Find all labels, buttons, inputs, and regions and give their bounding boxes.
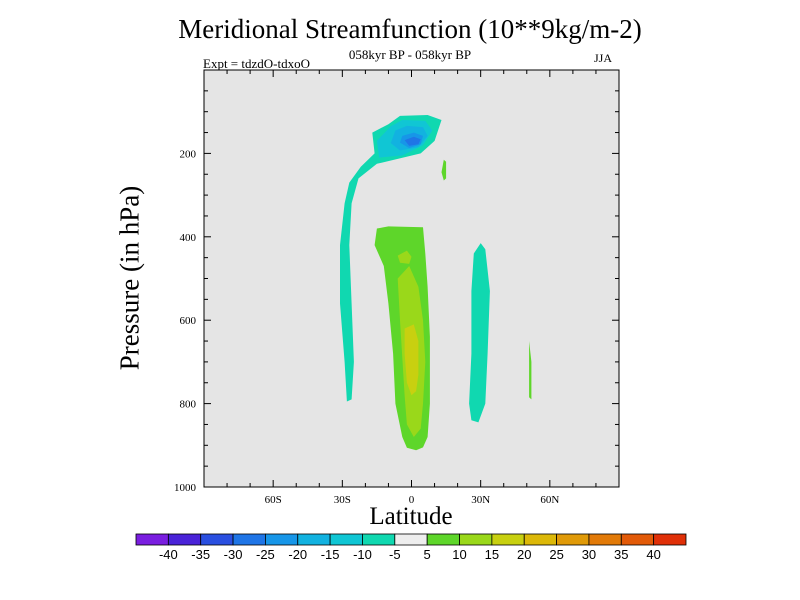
colorbar-label: -15 bbox=[321, 547, 340, 562]
colorbar-box bbox=[491, 533, 525, 546]
contour-region-9 bbox=[469, 243, 490, 423]
contour-region-4 bbox=[404, 136, 421, 146]
colorbar-label: 5 bbox=[424, 547, 431, 562]
y-tick-label: 800 bbox=[180, 399, 197, 411]
colorbar-label: -10 bbox=[353, 547, 372, 562]
colorbar-box bbox=[459, 533, 493, 546]
colorbar-label: 10 bbox=[452, 547, 466, 562]
colorbar-box bbox=[232, 533, 266, 546]
colorbar-label: -5 bbox=[389, 547, 401, 562]
colorbar-box bbox=[329, 533, 363, 546]
contour-region-8 bbox=[404, 324, 419, 396]
colorbar-label: -40 bbox=[159, 547, 178, 562]
y-tick-label: 400 bbox=[180, 232, 197, 244]
colorbar-box bbox=[265, 533, 299, 546]
x-tick-label: 0 bbox=[409, 494, 415, 506]
x-tick-label: 30N bbox=[471, 494, 490, 506]
colorbar-label: 15 bbox=[485, 547, 499, 562]
colorbar-label: 20 bbox=[517, 547, 531, 562]
colorbar-label: 35 bbox=[614, 547, 628, 562]
y-tick-label: 600 bbox=[180, 315, 197, 327]
x-tick-label: 60S bbox=[265, 494, 282, 506]
colorbar-box bbox=[620, 533, 655, 546]
colorbar-box bbox=[523, 533, 557, 546]
colorbar-box bbox=[297, 533, 331, 546]
contour-region-10 bbox=[441, 159, 447, 181]
colorbar-label: -25 bbox=[256, 547, 275, 562]
colorbar-box bbox=[135, 533, 169, 546]
contour-region-0 bbox=[340, 115, 442, 402]
x-tick-label: 60N bbox=[540, 494, 559, 506]
colorbar-box bbox=[200, 533, 234, 546]
colorbar-box bbox=[588, 533, 622, 546]
colorbar-label: 30 bbox=[582, 547, 596, 562]
colorbar-label: -35 bbox=[191, 547, 210, 562]
chart-subtitle: 058kyr BP - 058kyr BP bbox=[348, 47, 472, 62]
experiment-label: Expt = tdzdO-tdxoO bbox=[203, 56, 310, 71]
colorbar-label: 25 bbox=[549, 547, 563, 562]
colorbar-label: -30 bbox=[224, 547, 243, 562]
y-tick-label: 200 bbox=[180, 148, 197, 160]
x-tick-label: 30S bbox=[334, 494, 351, 506]
colorbar-box bbox=[556, 533, 590, 546]
colorbar-box bbox=[167, 533, 202, 546]
contour-region-7 bbox=[397, 250, 412, 264]
colorbar-label: 40 bbox=[646, 547, 660, 562]
y-tick-label: 1000 bbox=[174, 482, 197, 494]
colorbar-box bbox=[362, 533, 396, 546]
colorbar-box bbox=[653, 533, 687, 546]
colorbar-box bbox=[426, 533, 460, 546]
x-axis-label: Latitude bbox=[369, 503, 453, 530]
contour-region-11 bbox=[529, 341, 532, 400]
chart-title: Meridional Streamfunction (10**9kg/m-2) bbox=[178, 14, 642, 44]
colorbar-box bbox=[394, 533, 428, 546]
season-label: JJA bbox=[594, 51, 613, 65]
colorbar-label: -20 bbox=[288, 547, 307, 562]
